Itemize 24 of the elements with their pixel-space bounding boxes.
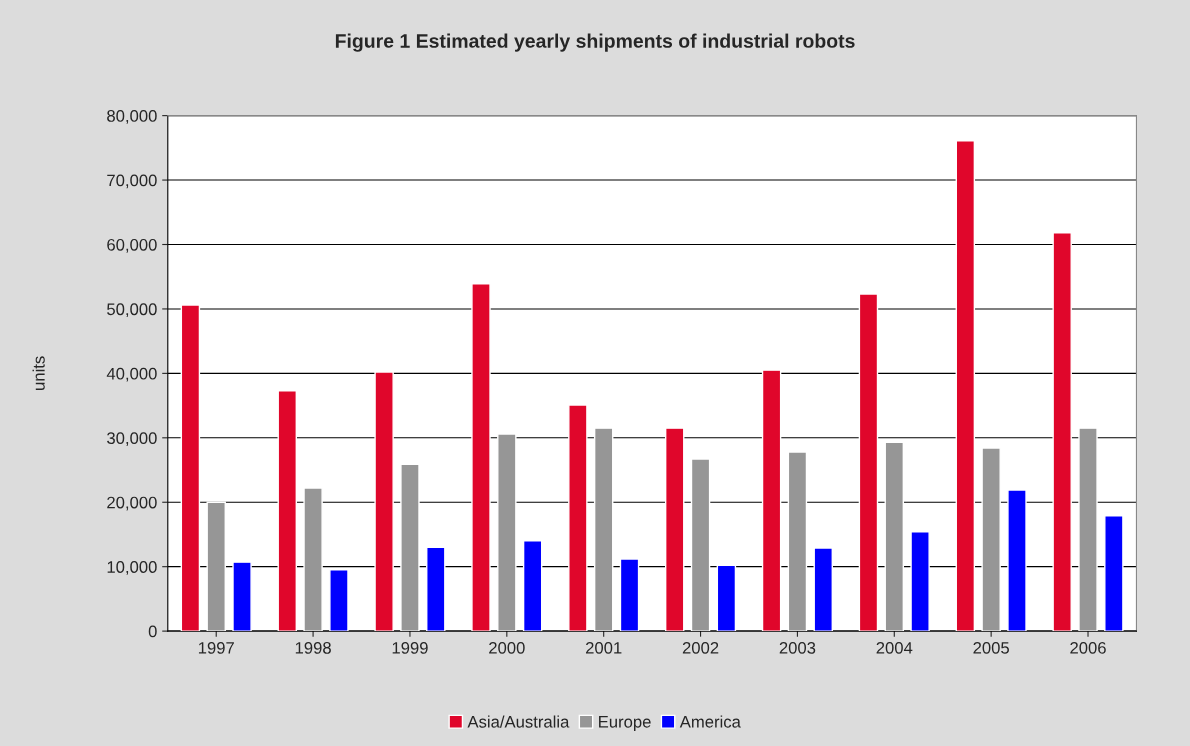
y-tick-label: 0 bbox=[148, 625, 157, 638]
y-tick-label: 50,000 bbox=[107, 303, 157, 318]
x-tick-label: 1999 bbox=[392, 641, 428, 654]
x-tick-label: 2000 bbox=[489, 641, 525, 654]
x-tick-label: 2005 bbox=[973, 641, 1009, 654]
y-tick-label: 70,000 bbox=[107, 174, 157, 189]
x-tick-label: 2006 bbox=[1070, 641, 1106, 654]
x-tick-label: 2002 bbox=[682, 641, 719, 654]
x-tick-label: 1998 bbox=[295, 641, 331, 654]
x-tick-label: 2001 bbox=[585, 641, 622, 654]
y-tick-label: 30,000 bbox=[107, 432, 157, 446]
legend-label: Asia/Australia bbox=[467, 715, 570, 728]
legend-label: Europe bbox=[599, 716, 651, 731]
y-tick-label: 80,000 bbox=[107, 110, 157, 124]
x-tick-label: 2004 bbox=[876, 641, 913, 654]
y-tick-label: 40,000 bbox=[106, 367, 157, 382]
legend-label: America bbox=[679, 715, 741, 728]
y-axis-title: units bbox=[32, 356, 45, 390]
x-tick-label: 2003 bbox=[779, 641, 816, 654]
y-tick-label: 60,000 bbox=[107, 238, 157, 253]
chart-title: Figure 1 Estimated yearly shipments of industrial robots bbox=[335, 33, 855, 52]
x-tick-label: 1997 bbox=[198, 641, 234, 654]
y-tick-label: 10,000 bbox=[107, 561, 157, 575]
y-tick-label: 20,000 bbox=[107, 496, 157, 511]
